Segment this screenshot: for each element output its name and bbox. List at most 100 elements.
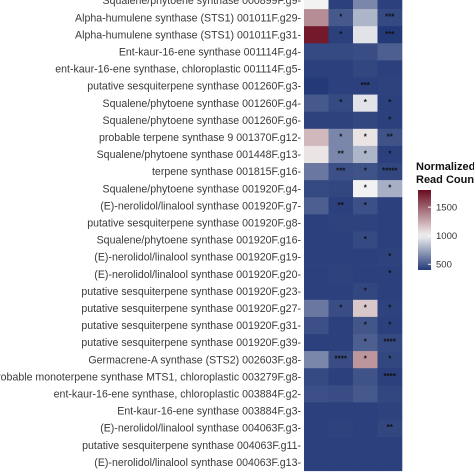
heatmap-cell bbox=[353, 94, 378, 112]
heatmap-cell bbox=[353, 60, 378, 78]
significance-mark: * bbox=[388, 184, 392, 193]
row-label: terpene synthase 001815F.g16- bbox=[152, 166, 301, 178]
heatmap-cell bbox=[328, 351, 354, 369]
significance-mark: * bbox=[364, 132, 368, 141]
heatmap-cell bbox=[328, 94, 354, 112]
significance-mark: *** bbox=[361, 0, 371, 5]
heatmap-cell bbox=[353, 145, 378, 164]
heatmap-cell bbox=[377, 334, 403, 352]
heatmap-cell bbox=[328, 316, 354, 335]
heatmap-cell bbox=[353, 436, 378, 454]
significance-mark: * bbox=[388, 269, 392, 278]
heatmap-cell bbox=[353, 180, 378, 198]
heatmap-cell bbox=[377, 60, 403, 78]
heatmap-cell bbox=[328, 77, 354, 95]
heatmap-cell bbox=[328, 436, 354, 454]
significance-mark: * bbox=[364, 184, 368, 193]
heatmap-cell bbox=[353, 351, 378, 369]
row-label: Ent-kaur-16-ene synthase 003884F.g3- bbox=[117, 406, 301, 418]
heatmap-cell bbox=[377, 402, 403, 420]
heatmap-cell bbox=[353, 231, 378, 249]
row-label: Squalene/phytoene synthase 001260F.g4- bbox=[103, 98, 302, 110]
significance-mark: ** bbox=[387, 423, 394, 432]
heatmap-cell bbox=[328, 299, 354, 318]
heatmap-cell bbox=[353, 77, 378, 95]
significance-mark: **** bbox=[384, 372, 397, 381]
heatmap-cell bbox=[304, 436, 329, 454]
significance-mark: * bbox=[388, 303, 392, 312]
row-label: putative sesquiterpene synthase 001920F.… bbox=[81, 286, 301, 298]
significance-mark: ** bbox=[338, 201, 345, 210]
significance-mark: * bbox=[339, 98, 343, 107]
heatmap-cell bbox=[377, 180, 403, 198]
heatmap-cell bbox=[328, 419, 354, 437]
heatmap-cell bbox=[353, 265, 378, 283]
significance-marks: * *** ****** **** ******* * *** * **** * **** * ****… bbox=[335, 0, 399, 432]
heatmap-cell bbox=[304, 145, 329, 164]
heatmap-cell bbox=[353, 111, 378, 130]
heatmap-cell bbox=[304, 351, 329, 369]
heatmap-cell bbox=[328, 128, 354, 147]
significance-mark: **** bbox=[384, 338, 397, 347]
heatmap-cell bbox=[304, 180, 329, 198]
heatmap-cell bbox=[377, 351, 403, 369]
significance-mark: ***** bbox=[382, 0, 398, 5]
heatmap-cell bbox=[353, 43, 378, 61]
row-label: probable terpene synthase 9 001370F.g12- bbox=[99, 132, 301, 144]
significance-mark: * bbox=[339, 30, 343, 39]
heatmap-cell bbox=[353, 453, 378, 472]
significance-mark: * bbox=[388, 115, 392, 124]
significance-mark: * bbox=[388, 149, 392, 158]
heatmap-cell bbox=[304, 94, 329, 112]
significance-mark: *** bbox=[385, 13, 395, 22]
heatmap-cell bbox=[377, 385, 403, 403]
significance-mark: * bbox=[339, 13, 343, 22]
heatmap-cell bbox=[353, 334, 378, 352]
heatmap-cell bbox=[304, 111, 329, 130]
significance-mark: * bbox=[339, 303, 343, 312]
heatmap-cell bbox=[353, 368, 378, 386]
heatmap-cell bbox=[353, 214, 378, 232]
legend-colorbar bbox=[418, 190, 431, 270]
heatmap-cell bbox=[353, 402, 378, 420]
heatmap-cell bbox=[328, 0, 354, 10]
heatmap-cell bbox=[304, 43, 329, 61]
heatmap-cell bbox=[304, 197, 329, 215]
significance-mark: * bbox=[364, 286, 368, 295]
row-label: putative sesquiterpene synthase 001920F.… bbox=[81, 337, 301, 349]
heatmap-cell bbox=[377, 128, 403, 147]
heatmap-cell bbox=[353, 197, 378, 215]
heatmap-cell bbox=[353, 299, 378, 318]
row-labels: Squalene/phytoene synthase 000899F.g9- Al… bbox=[0, 0, 301, 469]
heatmap-cell bbox=[304, 128, 329, 147]
heatmap-cell bbox=[328, 197, 354, 215]
heatmap-cell bbox=[377, 316, 403, 335]
row-label: Ent-kaur-16-ene synthase 001114F.g4- bbox=[119, 46, 302, 58]
heatmap-cell bbox=[353, 163, 378, 181]
row-label: Alpha-humulene synthase (STS1) 001011F.g… bbox=[75, 29, 301, 41]
row-label: Alpha-humulene synthase (STS1) 001011F.g… bbox=[75, 12, 301, 24]
heatmap-cell bbox=[377, 265, 403, 283]
heatmap-cell bbox=[304, 334, 329, 352]
significance-mark: ***** bbox=[382, 167, 398, 176]
heatmap-cell bbox=[377, 43, 403, 61]
row-label: Squalene/phytoene synthase 001920F.g4- bbox=[103, 183, 302, 195]
heatmap-cell bbox=[304, 265, 329, 283]
heatmap-cell bbox=[353, 26, 378, 44]
heatmap-cell bbox=[377, 436, 403, 454]
significance-mark: ** bbox=[387, 132, 394, 141]
row-label: ent-kaur-16-ene synthase, chloroplastic … bbox=[54, 388, 302, 400]
significance-mark: *** bbox=[361, 81, 371, 90]
row-label: putative sesquiterpene synthase 004063F.… bbox=[82, 440, 301, 452]
heatmap-cell bbox=[328, 111, 354, 130]
significance-mark: * bbox=[388, 252, 392, 261]
heatmap-cell bbox=[377, 0, 403, 10]
heatmap-cell bbox=[304, 9, 329, 27]
heatmap-cell bbox=[304, 419, 329, 437]
heatmap-cell bbox=[377, 453, 403, 472]
row-label: (E)-nerolidol/linalool synthase 004063F.… bbox=[94, 457, 301, 469]
heatmap-cell bbox=[328, 282, 354, 301]
heatmap-cell bbox=[304, 231, 329, 249]
significance-mark: * bbox=[364, 338, 368, 347]
heatmap-cell bbox=[328, 214, 354, 232]
